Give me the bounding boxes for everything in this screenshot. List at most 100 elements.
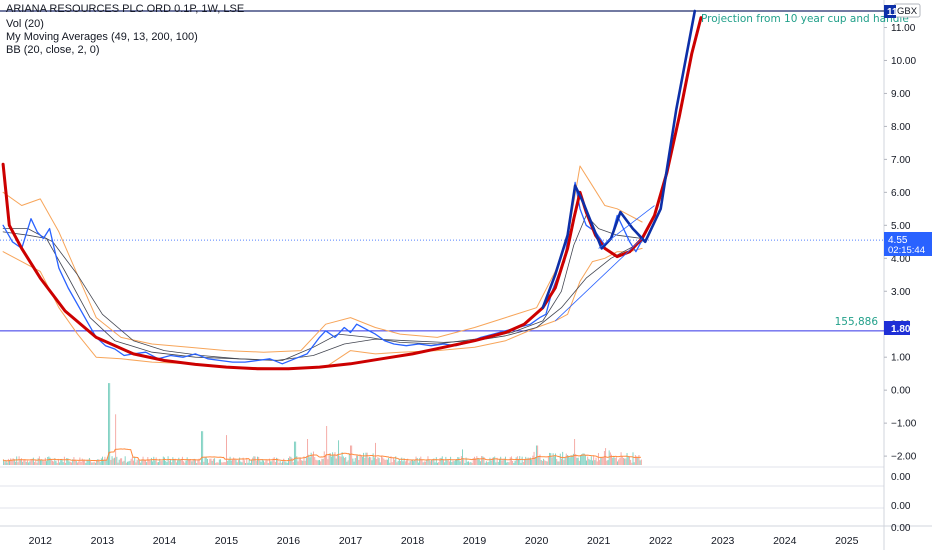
volume-bar bbox=[134, 456, 136, 465]
bb-upper-line[interactable] bbox=[2, 165, 643, 353]
volume-bar bbox=[611, 454, 613, 465]
volume-bar bbox=[3, 459, 5, 465]
volume-bar bbox=[559, 453, 561, 465]
volume-bar bbox=[339, 455, 341, 465]
volume-bar bbox=[226, 435, 227, 465]
volume-bar bbox=[375, 442, 376, 465]
volume-bar bbox=[233, 457, 235, 465]
volume-bar bbox=[314, 457, 316, 465]
volume-bar bbox=[284, 461, 286, 465]
volume-bar bbox=[516, 456, 518, 465]
volume-bar bbox=[597, 453, 599, 465]
volume-bar bbox=[246, 457, 248, 465]
volume-bar bbox=[41, 459, 43, 465]
cup-and-handle-line[interactable] bbox=[1, 16, 703, 371]
volume-bar bbox=[602, 457, 604, 465]
volume-bar bbox=[620, 452, 622, 465]
volume-bar bbox=[494, 456, 496, 465]
volume-bar bbox=[397, 460, 399, 465]
volume-bar bbox=[524, 459, 525, 465]
volume-pane bbox=[2, 383, 642, 465]
ma-legend[interactable]: My Moving Averages (49, 13, 200, 100) bbox=[6, 31, 198, 43]
level-price-badge-text: 1.80 bbox=[891, 324, 911, 335]
volume-bar bbox=[580, 455, 582, 465]
volume-bar bbox=[406, 460, 407, 465]
volume-bar bbox=[56, 462, 58, 465]
trendline[interactable] bbox=[598, 205, 655, 249]
volume-bar bbox=[43, 461, 45, 465]
volume-bar bbox=[302, 460, 304, 465]
volume-bar bbox=[137, 460, 139, 465]
volume-bar bbox=[317, 460, 319, 465]
volume-bar bbox=[111, 456, 113, 465]
volume-bar bbox=[386, 459, 388, 465]
price-axis[interactable]: 11.0010.009.008.007.006.005.004.003.002.… bbox=[884, 23, 917, 534]
volume-bar bbox=[503, 458, 505, 465]
bb-legend[interactable]: BB (20, close, 2, 0) bbox=[6, 44, 100, 56]
volume-bar bbox=[398, 459, 400, 465]
volume-bar bbox=[347, 460, 349, 465]
volume-bar bbox=[444, 462, 446, 465]
volume-bar bbox=[527, 457, 529, 465]
volume-bar bbox=[221, 462, 223, 465]
volume-bar bbox=[546, 461, 548, 465]
volume-bar bbox=[179, 459, 181, 465]
volume-bar bbox=[603, 451, 605, 465]
volume-bar bbox=[171, 462, 173, 465]
projection-line[interactable] bbox=[541, 9, 697, 309]
volume-bar bbox=[59, 462, 61, 465]
projection-annotation[interactable]: Projection from 10 year cup and handle bbox=[701, 13, 909, 25]
price-tick-label: 10.00 bbox=[891, 56, 916, 67]
volume-bar bbox=[571, 455, 573, 465]
volume-bar bbox=[78, 461, 80, 465]
volume-bar bbox=[476, 456, 478, 465]
volume-bar bbox=[326, 426, 328, 465]
volume-bar bbox=[94, 462, 96, 465]
volume-bar bbox=[299, 457, 301, 465]
volume-bar bbox=[596, 461, 598, 465]
volume-bar bbox=[383, 458, 385, 465]
volume-bar bbox=[96, 459, 98, 465]
time-tick-label: 2014 bbox=[153, 535, 177, 547]
volume-bar bbox=[439, 458, 441, 465]
price-tick-label: 0.00 bbox=[891, 386, 911, 397]
volume-bar bbox=[540, 460, 542, 465]
volume-bar bbox=[30, 459, 32, 465]
volume-bar bbox=[414, 459, 416, 465]
volume-bar bbox=[441, 456, 443, 465]
volume-bar bbox=[307, 439, 309, 465]
volume-bar bbox=[69, 461, 71, 465]
volume-legend[interactable]: Vol (20) bbox=[6, 18, 44, 30]
currency-label: GBX bbox=[897, 6, 918, 17]
volume-bar bbox=[116, 456, 118, 465]
volume-bar bbox=[417, 462, 419, 465]
volume-bar bbox=[584, 455, 586, 465]
volume-bar bbox=[291, 458, 293, 465]
volume-bar bbox=[425, 461, 427, 465]
volume-bar bbox=[420, 456, 422, 465]
volume-bar bbox=[600, 457, 602, 465]
volume-bar bbox=[606, 460, 608, 465]
volume-bar bbox=[361, 456, 363, 465]
symbol-legend[interactable]: ARIANA RESOURCES PLC ORD 0.1P, 1W, LSE bbox=[6, 3, 245, 15]
volume-bar bbox=[371, 460, 373, 465]
volume-bar bbox=[614, 457, 616, 465]
volume-bar bbox=[626, 453, 628, 465]
trendline[interactable] bbox=[554, 238, 643, 322]
ma-slow-line[interactable] bbox=[2, 228, 643, 361]
volume-bar bbox=[340, 456, 342, 465]
volume-bar bbox=[401, 457, 403, 465]
bb-lower-line[interactable] bbox=[2, 247, 643, 370]
volume-bar bbox=[25, 461, 27, 465]
volume-bar bbox=[241, 462, 243, 465]
volume-bar bbox=[106, 457, 108, 465]
volume-bar bbox=[71, 462, 73, 465]
volume-bar bbox=[185, 460, 187, 465]
time-axis[interactable]: 2012 2013 2014 2015 2016 2017 2018 2019 2020 2021… bbox=[29, 535, 859, 547]
volume-bar bbox=[242, 457, 244, 465]
volume-bar bbox=[457, 457, 459, 465]
ma-fast-line[interactable] bbox=[2, 215, 643, 361]
volume-bar bbox=[587, 456, 589, 465]
volume-bar bbox=[627, 456, 629, 465]
